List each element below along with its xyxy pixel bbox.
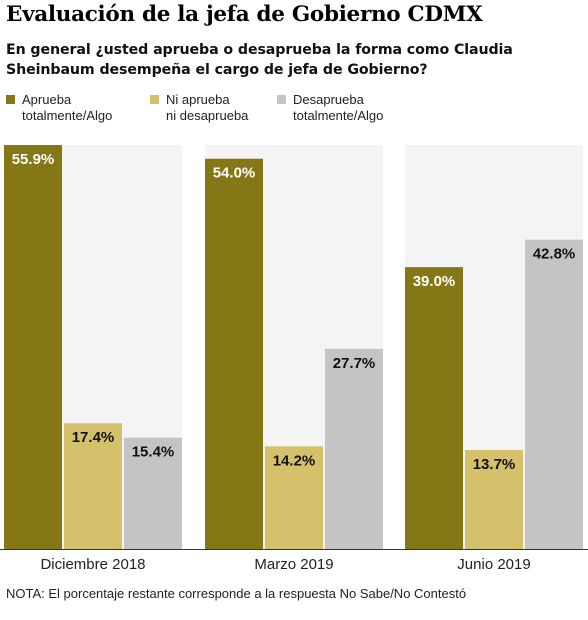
x-tick-label: Junio 2019 xyxy=(457,556,530,573)
data-label-ni: 13.7% xyxy=(473,456,516,473)
data-label-desaprueba: 27.7% xyxy=(333,355,376,372)
legend-item-ni: Ni aprueba ni desaprueba xyxy=(150,92,248,124)
bar-aprueba xyxy=(405,267,463,549)
legend-swatch-desaprueba xyxy=(277,95,286,104)
legend-item-desaprueba: Desaprueba totalmente/Algo xyxy=(277,92,383,124)
data-label-aprueba: 39.0% xyxy=(413,273,456,290)
legend-swatch-aprueba xyxy=(6,95,15,104)
data-label-aprueba: 54.0% xyxy=(213,165,256,182)
legend-swatch-ni xyxy=(150,95,159,104)
footnote: NOTA: El porcentaje restante corresponde… xyxy=(6,586,467,601)
chart-title: Evaluación de la jefa de Gobierno CDMX xyxy=(6,2,483,27)
bar-desaprueba xyxy=(525,239,583,549)
x-tick-label: Diciembre 2018 xyxy=(40,556,145,573)
legend-label-desaprueba: Desaprueba totalmente/Algo xyxy=(293,92,384,123)
data-label-desaprueba: 15.4% xyxy=(132,444,175,461)
data-label-aprueba: 55.9% xyxy=(12,151,55,168)
bar-ni xyxy=(465,449,523,549)
bar-aprueba xyxy=(205,158,263,549)
bar-ni xyxy=(265,446,323,549)
chart-subtitle: En general ¿usted aprueba o desaprueba l… xyxy=(6,42,513,78)
legend-label-ni: Ni aprueba ni desaprueba xyxy=(166,92,249,123)
x-tick-label: Marzo 2019 xyxy=(254,556,333,573)
bar-desaprueba xyxy=(325,348,383,549)
legend-label-aprueba: Aprueba totalmente/Algo xyxy=(22,92,113,123)
data-label-ni: 17.4% xyxy=(72,429,115,446)
legend-item-aprueba: Aprueba totalmente/Algo xyxy=(6,92,112,124)
bar-ni xyxy=(64,423,122,549)
bar-aprueba xyxy=(4,145,62,549)
data-label-ni: 14.2% xyxy=(273,452,316,469)
data-label-desaprueba: 42.8% xyxy=(533,246,576,263)
bar-desaprueba xyxy=(124,437,182,549)
